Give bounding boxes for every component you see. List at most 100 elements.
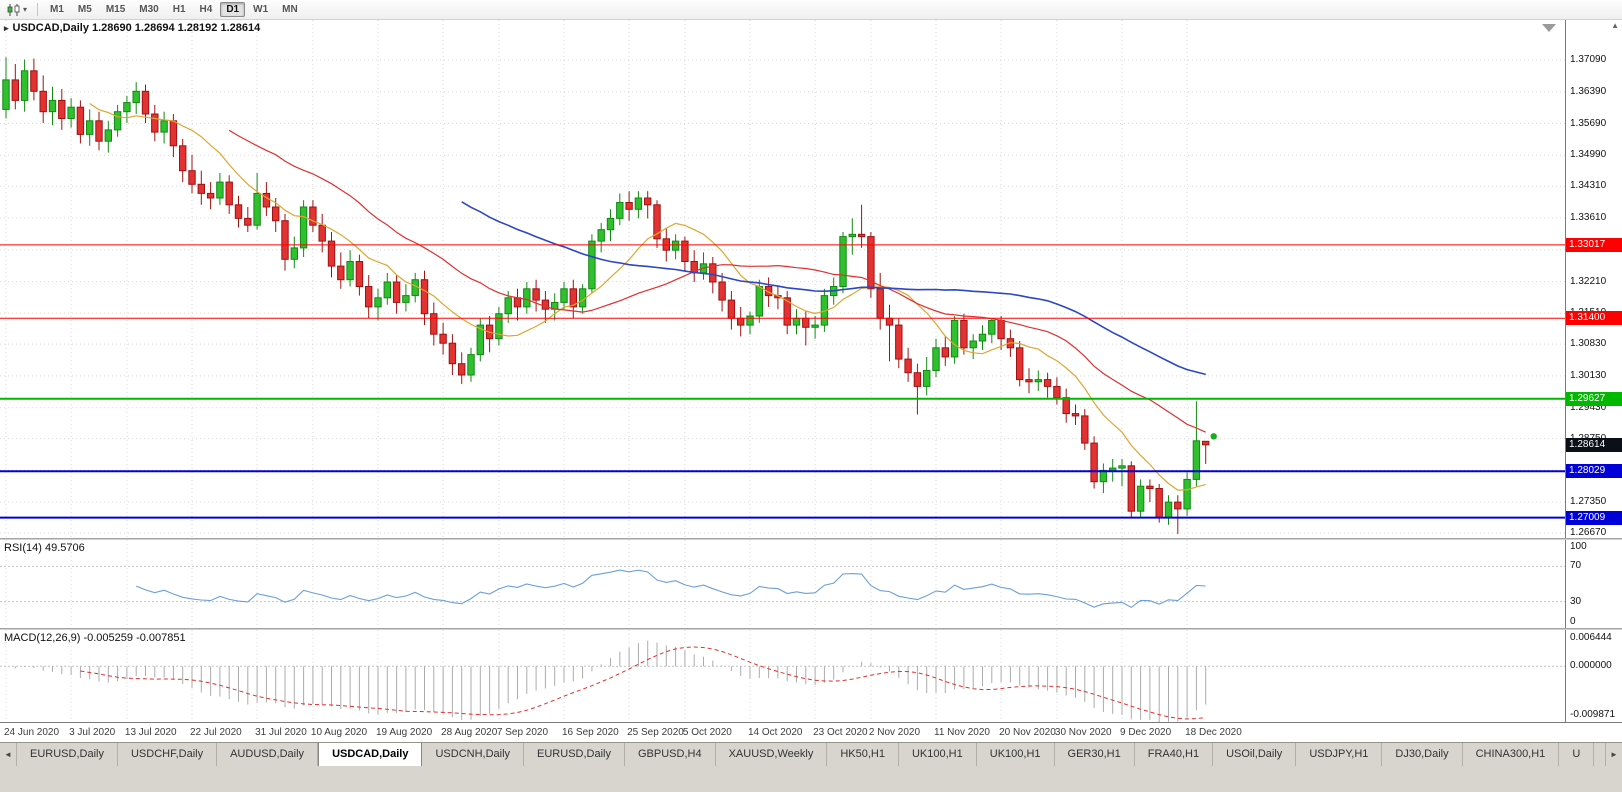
candle [1099, 463, 1108, 494]
status-strip [0, 766, 1622, 792]
chart-tab-EURUSD-Daily[interactable]: EURUSD,Daily [524, 743, 625, 766]
chart-tab-USDCAD-Daily[interactable]: USDCAD,Daily [318, 743, 423, 766]
candle [95, 111, 103, 151]
chart-tab-DJ30-Daily[interactable]: DJ30,Daily [1382, 743, 1463, 766]
timeframe-button-M5[interactable]: M5 [77, 4, 92, 15]
timeframe-toolbar: ▾ M1 M5 M15 M30 H1 H4 D1 W1 MN [0, 0, 1622, 20]
panel-divider[interactable] [0, 538, 1622, 540]
candle [1034, 370, 1042, 391]
chart-tab-USDCHF-Daily[interactable]: USDCHF,Daily [118, 743, 218, 766]
candle [895, 318, 903, 369]
macd-axis[interactable]: 0.006444 0.000000 -0.009871 [1565, 630, 1622, 722]
chart-shift-marker[interactable] [1542, 24, 1556, 32]
candle [411, 272, 419, 303]
candle [690, 250, 698, 282]
chart-type-button[interactable]: ▾ [3, 3, 31, 17]
candle [523, 282, 531, 314]
chart-tab-USDCNH-Daily[interactable]: USDCNH,Daily [422, 743, 525, 766]
price-tick: 1.33610 [1570, 211, 1607, 223]
rsi-axis[interactable]: 100 70 30 0 [1565, 540, 1622, 628]
chart-tab-U[interactable]: U [1559, 743, 1595, 766]
date-tick: 24 Jun 2020 [4, 727, 60, 738]
tab-scroll-left-icon[interactable]: ◄ [0, 743, 17, 766]
price-tick: 1.30130 [1570, 369, 1607, 381]
macd-tick: -0.009871 [1570, 709, 1616, 720]
candle [513, 288, 522, 321]
candle [960, 313, 968, 355]
candle [913, 363, 922, 415]
chart-tab-XAUUSD-Weekly[interactable]: XAUUSD,Weekly [716, 743, 828, 766]
chart-tab-UK100-H1[interactable]: UK100,H1 [899, 743, 977, 766]
price-tick: 1.37090 [1570, 54, 1607, 65]
date-axis[interactable]: 24 Jun 2020 3 Jul 2020 13 Jul 2020 22 Jul 2… [0, 722, 1622, 742]
candle [76, 100, 85, 144]
candle [476, 318, 485, 362]
candle [671, 234, 680, 260]
candle [309, 200, 317, 232]
panel-divider[interactable] [0, 628, 1622, 630]
timeframe-button-H4[interactable]: H4 [199, 4, 213, 15]
candle [11, 64, 20, 110]
candle [188, 154, 196, 194]
timeframe-button-M1[interactable]: M1 [50, 4, 64, 15]
rsi-label: RSI(14) 49.5706 [4, 542, 85, 554]
candle [569, 279, 577, 319]
timeframe-button-W1[interactable]: W1 [253, 4, 269, 15]
chart-tab-GER30-H1[interactable]: GER30,H1 [1055, 743, 1135, 766]
timeframe-button-M30[interactable]: M30 [139, 4, 159, 15]
candle [299, 200, 308, 257]
chart-tab-HK50-H1[interactable]: HK50,H1 [827, 743, 899, 766]
timeframe-button-MN[interactable]: MN [282, 4, 298, 15]
price-axis[interactable]: ▲ 1.37090 1.36390 1.35690 1.34990 1.34310 1.3… [1565, 20, 1622, 538]
candle [1146, 479, 1154, 503]
candle [225, 175, 233, 214]
candle [941, 336, 949, 366]
price-tick: 1.27350 [1570, 496, 1607, 508]
timeframe-button-M15[interactable]: M15 [105, 4, 126, 15]
date-tick: 14 Oct 2020 [748, 727, 803, 738]
date-tick: 3 Jul 2020 [69, 727, 116, 738]
candle [253, 173, 261, 230]
main-chart-plot: ▸ USDCAD,Daily 1.28690 1.28694 1.28192 1… [0, 20, 1565, 538]
candle [923, 356, 931, 396]
date-tick: 19 Aug 2020 [376, 727, 433, 738]
price-badge-1.33017: 1.33017 [1566, 237, 1622, 252]
candle [160, 111, 168, 144]
rsi-canvas[interactable] [0, 540, 1565, 628]
rsi-tick: 0 [1570, 616, 1576, 627]
candle [625, 191, 633, 221]
one-click-trading-icon[interactable]: ▸ [4, 22, 9, 33]
main-chart-canvas[interactable] [0, 20, 1565, 538]
price-tick: 1.30830 [1570, 338, 1607, 350]
tab-scroll-right-icon[interactable]: ► [1605, 743, 1622, 766]
price-badge-1.28029: 1.28029 [1566, 464, 1622, 479]
candle [290, 236, 299, 269]
candle [1081, 409, 1089, 450]
price-tick: 1.35690 [1570, 117, 1607, 129]
candle [48, 86, 57, 126]
chart-tab-USDJPY-H1[interactable]: USDJPY,H1 [1296, 743, 1383, 766]
candle [606, 209, 615, 242]
chart-tab-UK100-H1[interactable]: UK100,H1 [977, 743, 1055, 766]
chart-tab-USOil-Daily[interactable]: USOil,Daily [1213, 743, 1297, 766]
candle [281, 213, 289, 271]
chart-tab-AUDUSD-Daily[interactable]: AUDUSD,Daily [217, 743, 319, 766]
ma-10-line [89, 103, 1206, 491]
macd-canvas[interactable] [0, 630, 1565, 722]
chart-tab-FRA40-H1[interactable]: FRA40,H1 [1135, 743, 1214, 766]
candle [355, 254, 364, 296]
candle [272, 198, 280, 232]
date-tick: 30 Nov 2020 [1054, 727, 1112, 738]
timeframe-button-D1[interactable]: D1 [220, 2, 246, 17]
macd-panel: MACD(12,26,9) -0.005259 -0.007851 0.0064… [0, 630, 1622, 722]
candle [383, 272, 392, 305]
timeframe-button-H1[interactable]: H1 [172, 4, 186, 15]
candle [1174, 495, 1182, 534]
candle [718, 272, 726, 312]
chart-tab-CHINA300-H1[interactable]: CHINA300,H1 [1463, 743, 1560, 766]
chart-tab-EURUSD-Daily[interactable]: EURUSD,Daily [17, 743, 118, 766]
chart-tab-GBPUSD-H4[interactable]: GBPUSD,H4 [625, 743, 716, 766]
candle [746, 311, 754, 335]
candle [588, 234, 596, 294]
